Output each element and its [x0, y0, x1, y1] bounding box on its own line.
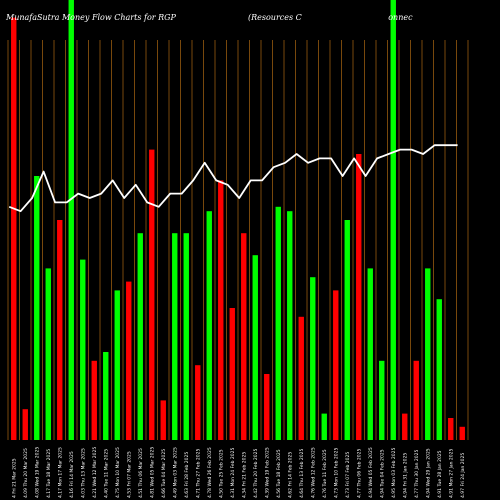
x-tick-label: 4.63 Fri 28 Feb 2025	[184, 452, 190, 498]
x-tick-label: 4.51 Thu 06 Mar 2025	[138, 448, 144, 498]
bar	[390, 0, 396, 440]
bar	[183, 233, 189, 440]
bar	[379, 360, 385, 440]
bar	[160, 400, 166, 440]
bar	[425, 268, 431, 440]
x-tick-label: 4.77 Thu 06 Feb 2025	[356, 449, 362, 498]
x-tick-label: 4 Fri 21 Mar 2025	[11, 458, 17, 498]
bar	[172, 233, 178, 440]
x-tick-label: 4.66 Tue 04 Mar 2025	[161, 449, 167, 498]
x-tick-label: 4.42 Thu 20 Feb 2025	[253, 449, 259, 498]
x-tick-label: 4.62 Fri 14 Feb 2025	[287, 452, 293, 498]
bar	[137, 233, 143, 440]
x-tick-label: 4.76 Wed 12 Feb 2025	[310, 447, 316, 498]
bar	[402, 413, 408, 440]
bar	[114, 290, 120, 440]
x-tick-label: 4.95 Mon 03 Feb 2025	[391, 447, 397, 498]
x-tick-label: 4.03 Thu 13 Mar 2025	[80, 448, 86, 498]
x-tick-label: 4.09 Thu 20 Mar 2025	[23, 448, 29, 498]
x-tick-label: 4.17 Tue 18 Mar 2025	[46, 449, 52, 498]
x-tick-label: 4.56 Tue 18 Feb 2025	[276, 449, 282, 498]
x-tick-label: 4.39 Wed 19 Feb 2025	[264, 447, 270, 498]
x-tick-label: 4.08 Wed 19 Mar 2025	[34, 447, 40, 498]
bar	[34, 176, 40, 440]
x-tick-label: 4.73 Fri 07 Feb 2025	[345, 452, 351, 498]
x-tick-label: 4.76 Tue 11 Feb 2025	[322, 449, 328, 498]
bar-layer	[11, 0, 465, 440]
bar	[195, 365, 201, 440]
x-tick-label: 4.16 Fri 14 Mar 2025	[69, 451, 75, 498]
bar	[367, 268, 373, 440]
x-tick-label: 4.78 Wed 26 Feb 2025	[207, 447, 213, 498]
tick-layer: 4 Fri 21 Mar 2025 4.09 Thu 20 Mar 2025 4.0…	[11, 447, 466, 498]
grid-layer	[7, 40, 469, 440]
bar	[252, 255, 258, 440]
line-layer	[8, 144, 458, 213]
bar	[57, 220, 63, 440]
bar	[448, 418, 454, 440]
x-tick-label: 4.75 Mon 10 Mar 2025	[115, 447, 121, 498]
bar	[459, 426, 465, 440]
x-tick-label: 4.17 Mon 17 Mar 2025	[57, 447, 63, 498]
bar	[264, 374, 270, 440]
bar	[310, 277, 316, 440]
bar	[103, 352, 109, 440]
bar	[321, 413, 327, 440]
x-tick-label: 4.94 Tue 04 Feb 2025	[379, 449, 385, 498]
x-tick-label: 4.94 Wed 29 Jan 2025	[425, 448, 431, 498]
bar	[68, 0, 74, 440]
bar	[241, 233, 247, 440]
x-tick-label: 4.91 Mon 27 Jan 2025	[448, 449, 454, 498]
bar	[413, 360, 419, 440]
bar	[149, 149, 155, 440]
x-tick-label: 4.53 Fri 07 Mar 2025	[126, 451, 132, 498]
bar	[344, 220, 350, 440]
bar	[91, 360, 97, 440]
x-tick-label: 4.49 Mon 03 Mar 2025	[172, 447, 178, 498]
x-tick-label: 4.94 Wed 05 Feb 2025	[368, 447, 374, 498]
bar	[298, 316, 304, 440]
x-tick-label: 4.94 Fri 31 Jan 2025	[402, 453, 408, 498]
bar	[287, 211, 293, 440]
x-tick-label: 4.73 Mon 10 Feb 2025	[333, 447, 339, 498]
bar	[218, 180, 224, 440]
bar	[126, 281, 132, 440]
bar	[333, 290, 339, 440]
chart-title-left: MunafaSutra Money Flow Charts for RGP	[5, 13, 177, 22]
x-tick-label: 4.71 Thu 27 Feb 2025	[195, 449, 201, 498]
x-tick-label: 4.97 Fri 24 Jan 2025	[460, 453, 466, 498]
chart-title-right: (Resources C onnec	[248, 13, 413, 22]
bar	[22, 409, 28, 440]
bar	[206, 211, 212, 440]
x-tick-label: 4.77 Thu 30 Jan 2025	[414, 450, 420, 498]
bar	[80, 259, 86, 440]
bar	[275, 206, 281, 440]
x-tick-label: 4.91 Tue 28 Jan 2025	[437, 450, 443, 498]
x-tick-label: 4.31 Mon 24 Feb 2025	[230, 447, 236, 498]
money-flow-line	[8, 144, 458, 213]
x-tick-label: 4.21 Wed 12 Mar 2025	[92, 447, 98, 498]
x-tick-label: 4.50 Tue 25 Feb 2025	[218, 449, 224, 498]
bar	[229, 308, 235, 440]
x-tick-label: 4.34 Fri 21 Feb 2025	[241, 452, 247, 498]
bar	[436, 299, 442, 440]
x-tick-label: 4.81 Wed 05 Mar 2025	[149, 447, 155, 498]
bar	[45, 268, 51, 440]
bar	[356, 154, 362, 440]
bar	[11, 17, 17, 440]
x-tick-label: 4.64 Thu 13 Feb 2025	[299, 449, 305, 498]
x-tick-label: 4.40 Tue 11 Mar 2025	[103, 449, 109, 498]
